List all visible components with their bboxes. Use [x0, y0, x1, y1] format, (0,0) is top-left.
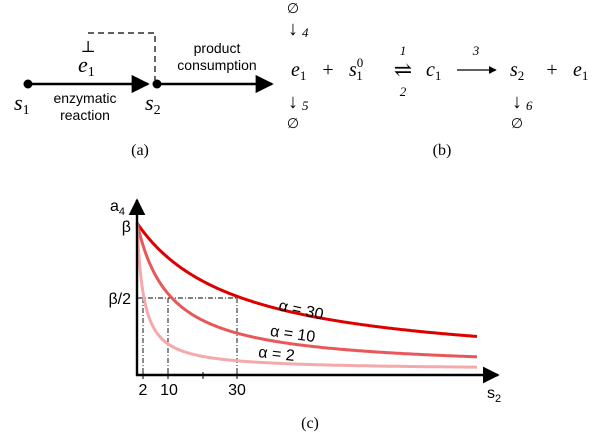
- series-label-alpha-30: α = 30: [277, 298, 325, 324]
- equilibrium-arrows: ⇌: [394, 57, 412, 82]
- rate-label-1: 1: [400, 43, 407, 58]
- species-e1-left: e1: [291, 59, 306, 83]
- feedback-dashed-path: [88, 32, 156, 80]
- empty-set-top: ∅: [287, 2, 299, 17]
- half-max-guides: [138, 297, 238, 374]
- species-s1-0: s0 1: [349, 55, 363, 83]
- series-label-alpha-10: α = 10: [269, 323, 316, 346]
- rate-label-2: 2: [400, 84, 407, 99]
- down-arrow-5: ↓: [288, 91, 298, 113]
- rate-label-6: 6: [526, 98, 533, 113]
- plus-sign-2: +: [546, 59, 557, 81]
- rate-label-4: 4: [302, 25, 309, 40]
- panel-b: ∅ ↓ 4 e1 + s0 1 1 ⇌ 2 c1 3 s2 + e1 ↓ 5 ∅ …: [287, 2, 588, 159]
- x-tick-marks: [142, 372, 238, 379]
- down-arrow-6: ↓: [512, 91, 522, 113]
- x-tick-label-10: 10: [160, 382, 178, 399]
- rate-label-5: 5: [302, 98, 309, 113]
- consumption-label-line2: consumption: [177, 57, 256, 73]
- enzyme-label: e1: [78, 52, 95, 80]
- x-axis-label: s2: [487, 385, 501, 405]
- panel-c-caption: (c): [301, 415, 319, 432]
- species-s2: s2: [510, 59, 524, 83]
- rate-label-3: 3: [472, 43, 480, 58]
- empty-set-bottom-right: ∅: [511, 117, 523, 132]
- node-s2: [152, 79, 162, 89]
- plus-sign-1: +: [322, 59, 333, 81]
- panel-a: ⊥ e1 s1 s2 enzymatic reaction product co…: [14, 32, 274, 159]
- reaction-label-line1: enzymatic: [53, 90, 116, 106]
- panel-b-caption: (b): [433, 142, 452, 159]
- reaction-label-line2: reaction: [60, 107, 110, 123]
- curve-alpha-10: [135, 222, 477, 359]
- y-tick-label-half: β/2: [108, 291, 131, 308]
- series-label-alpha-2: α = 2: [257, 344, 295, 365]
- curve-alpha-2: [135, 222, 477, 369]
- y-axis-label: a4: [110, 198, 125, 218]
- curve-alpha-30: [135, 222, 478, 338]
- panel-a-caption: (a): [131, 142, 149, 159]
- node-s2-label: s2: [145, 90, 161, 118]
- species-e1-right: e1: [573, 59, 588, 83]
- x-tick-label-30: 30: [228, 382, 246, 399]
- species-c1: c1: [426, 59, 441, 83]
- inhibition-symbol: ⊥: [80, 39, 95, 56]
- node-s1: [23, 79, 33, 89]
- y-tick-label-beta: β: [122, 219, 131, 236]
- curves-group: [135, 222, 478, 369]
- down-arrow-4: ↓: [288, 18, 298, 40]
- panel-c: a4 s2 β β/2 2 10 30 α = 30 α = 10 α = 2 …: [108, 198, 501, 432]
- x-tick-label-2: 2: [139, 382, 148, 399]
- node-s1-label: s1: [14, 90, 30, 118]
- consumption-label-line1: product: [194, 40, 241, 56]
- empty-set-bottom-left: ∅: [287, 117, 299, 132]
